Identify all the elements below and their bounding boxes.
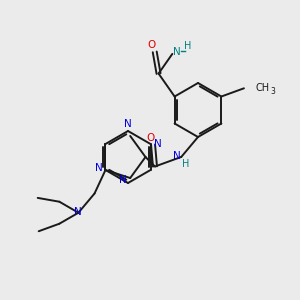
Text: N: N: [173, 151, 181, 161]
Text: O: O: [146, 133, 154, 142]
Text: N: N: [94, 163, 102, 173]
Text: CH: CH: [256, 83, 270, 93]
Text: H: H: [184, 41, 191, 51]
Text: N: N: [173, 47, 181, 57]
Text: H: H: [182, 159, 189, 169]
Text: N: N: [154, 139, 161, 149]
Text: 3: 3: [270, 87, 275, 96]
Text: N: N: [124, 119, 132, 129]
Text: N: N: [74, 207, 81, 217]
Text: N: N: [119, 175, 127, 185]
Text: O: O: [148, 40, 156, 50]
